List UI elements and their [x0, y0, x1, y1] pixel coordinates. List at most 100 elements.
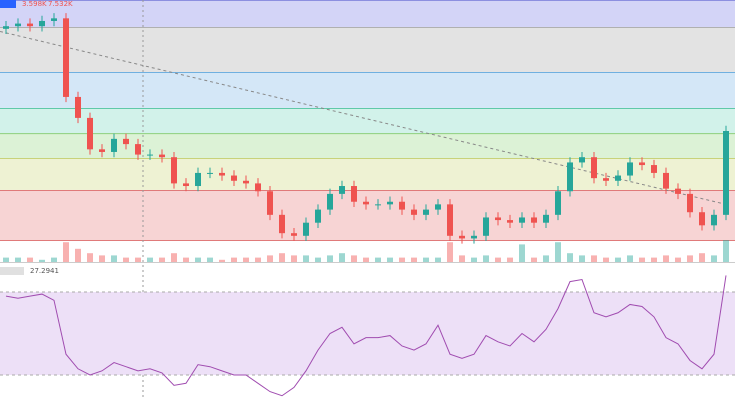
volume-bar	[171, 253, 177, 262]
rsi-band	[0, 292, 735, 375]
volume-bar	[495, 257, 501, 262]
volume-bar	[459, 255, 465, 262]
volume-bar	[291, 255, 297, 262]
candle-body	[723, 131, 729, 215]
candle-body	[447, 204, 453, 236]
toolbar-icons[interactable]	[0, 0, 16, 8]
candle-body	[363, 201, 369, 205]
trendline	[0, 30, 727, 205]
candle-body	[591, 157, 597, 179]
volume-bar	[207, 257, 213, 262]
candle-body	[51, 18, 57, 21]
volume-bar	[75, 248, 81, 262]
candle-body	[495, 217, 501, 221]
candle-body	[63, 18, 69, 97]
candle-body	[471, 235, 477, 239]
volume-bar	[51, 257, 57, 262]
volume-bar	[543, 255, 549, 262]
candle-body	[75, 96, 81, 118]
candle-body	[579, 157, 585, 163]
volume-bar	[183, 257, 189, 262]
candle-body	[339, 186, 345, 194]
candle-body	[615, 175, 621, 181]
volume-bar	[663, 255, 669, 262]
volume-bar	[3, 257, 9, 262]
volume-bar	[27, 257, 33, 262]
candle-body	[603, 178, 609, 181]
volume-bar	[603, 257, 609, 262]
volume-bar	[627, 255, 633, 262]
candle-body	[243, 180, 249, 184]
fib-band	[0, 107, 735, 134]
candle-body	[159, 154, 165, 158]
volume-bar	[219, 259, 225, 262]
volume-bar	[507, 257, 513, 262]
volume-bar	[375, 257, 381, 262]
volume-bar	[195, 257, 201, 262]
volume-bar	[159, 257, 165, 262]
volume-bar	[327, 255, 333, 262]
candle-body	[687, 193, 693, 213]
indicator-icons[interactable]	[0, 267, 24, 275]
volume-bar	[231, 257, 237, 262]
fib-band	[0, 26, 735, 73]
candle-body	[387, 201, 393, 205]
candle-body	[231, 175, 237, 181]
volume-bar	[447, 242, 453, 262]
candle-body	[315, 209, 321, 223]
candle-body	[627, 162, 633, 176]
volume-bar	[267, 255, 273, 262]
candle-body	[171, 157, 177, 184]
candle-body	[651, 165, 657, 173]
volume-bar	[147, 257, 153, 262]
volume-bar	[711, 255, 717, 262]
volume-bar	[615, 257, 621, 262]
volume-bar	[567, 253, 573, 262]
candle-body	[183, 183, 189, 187]
candle-body	[87, 117, 93, 150]
candle-body	[99, 149, 105, 152]
candle-body	[195, 172, 201, 187]
candle-body	[351, 186, 357, 202]
candle-body	[483, 217, 489, 236]
candle-body	[507, 220, 513, 223]
fib-band	[0, 189, 735, 240]
candle-body	[39, 20, 45, 27]
candle-body	[123, 138, 129, 145]
volume-bar	[303, 255, 309, 262]
candle-body	[399, 201, 405, 210]
volume-bar	[111, 255, 117, 262]
volume-bar	[135, 257, 141, 262]
volume-bar	[279, 253, 285, 262]
candle-body	[255, 183, 261, 192]
candle-body	[27, 23, 33, 27]
candle-body	[3, 26, 9, 29]
volume-bar	[243, 257, 249, 262]
volume-bar	[519, 244, 525, 262]
volume-bar	[315, 257, 321, 262]
candle-body	[459, 235, 465, 239]
volume-bar	[363, 257, 369, 262]
candle-body	[567, 162, 573, 192]
candle-body	[675, 188, 681, 194]
candle-body	[303, 222, 309, 236]
candle-body	[663, 172, 669, 189]
candle-body	[375, 204, 381, 206]
candle-body	[711, 214, 717, 226]
fib-band	[0, 0, 735, 27]
candle-body	[555, 191, 561, 215]
volume-bar	[255, 257, 261, 262]
volume-bar	[15, 257, 21, 262]
header-value: 7.532K	[48, 0, 73, 8]
volume-bar	[123, 257, 129, 262]
volume-bar	[387, 257, 393, 262]
header-value: 3.598K	[22, 0, 47, 8]
volume-bar	[699, 253, 705, 262]
rsi-line	[5, 275, 727, 397]
volume-bar	[471, 257, 477, 262]
candle-body	[267, 191, 273, 215]
candle-body	[543, 214, 549, 223]
candle-body	[279, 214, 285, 234]
candle-body	[147, 154, 153, 156]
volume-bar	[339, 253, 345, 262]
